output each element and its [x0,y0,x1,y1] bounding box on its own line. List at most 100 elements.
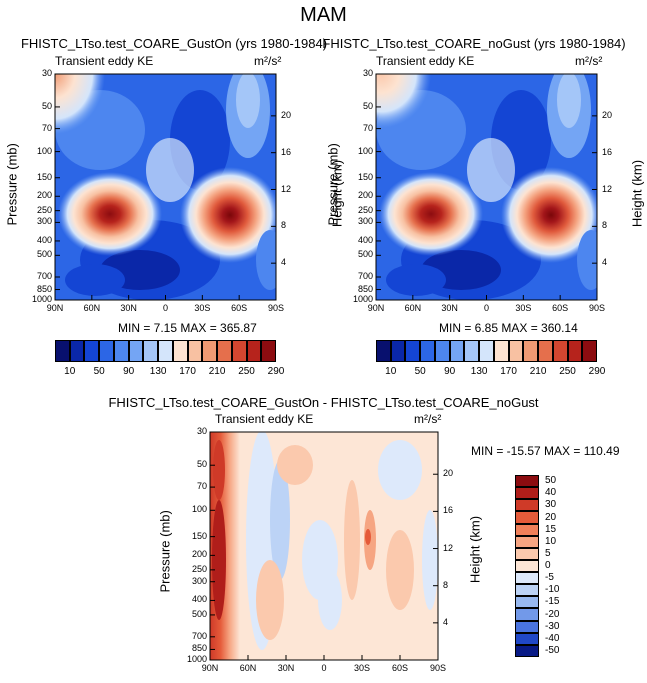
colorbar-label: -20 [545,608,560,620]
colorbar-swatch [390,340,406,362]
colorbar-label: -50 [545,645,560,656]
xtick-label: 60N [404,303,422,313]
colorbar-swatch [449,340,465,362]
xtick-label: 90S [267,303,285,313]
colorbar-swatch [55,340,70,362]
colorbar-label: 210 [529,366,547,377]
colorbar-swatch [434,340,450,362]
y2tick-label: 16 [602,146,613,157]
figure-title: MAM [300,4,347,26]
colorbar-swatch [538,340,553,362]
colorbar-swatch [515,596,539,609]
xtick-label: 60N [83,303,101,313]
ytick-label: 850 [191,643,207,654]
xtick-label: 30N [277,663,295,673]
colorbar-label: 90 [444,366,456,377]
xtick-label: 60N [239,663,257,673]
colorbar-label: 10 [64,366,76,377]
y2tick-label: 8 [602,220,608,231]
ytick-label: 700 [357,271,373,281]
y2tick-label: 20 [281,109,292,120]
y2tick-label: 4 [602,257,608,268]
colorbar-swatch [479,340,494,362]
colorbar-swatch [515,547,539,560]
panel3-y2label: Height (km) [467,515,483,584]
ytick-label: 300 [36,216,52,227]
y2tick-label: 20 [443,468,454,479]
ytick-label: 700 [191,630,207,641]
colorbar-swatch [84,340,100,362]
colorbar-label: 0 [545,560,551,572]
panel3-ylabel: Pressure (mb) [157,510,173,593]
y2tick-label: 16 [443,505,454,516]
ytick-label: 1000 [352,294,373,304]
xtick-label: 90S [588,303,606,313]
ytick-label: 500 [36,249,52,260]
ytick-label: 150 [191,530,207,541]
ytick-label: 300 [191,575,207,586]
xtick-label: 30S [194,303,211,313]
panel3-units: m²/s² [414,412,442,426]
ytick-label: 200 [357,190,373,201]
colorbar-label: 50 [414,366,426,377]
panel1-left-string: Transient eddy KE [55,54,154,68]
colorbar-swatch [493,340,509,362]
ytick-label: 70 [362,122,373,133]
y2tick-label: 16 [281,146,292,157]
colorbar-label: 210 [208,366,226,377]
colorbar-swatch [552,340,568,362]
colorbar-label: 50 [93,366,105,377]
colorbar-swatch [69,340,85,362]
colorbar-label: 290 [588,366,606,377]
xtick-label: 30S [353,663,371,673]
colorbar-swatch [523,340,539,362]
colorbar-swatch [567,340,583,362]
colorbar-swatch [515,475,539,488]
colorbar-label: 250 [238,366,255,377]
ytick-label: 500 [357,249,373,260]
y2tick-label: 4 [443,616,449,627]
panel3-stats: MIN = -15.57 MAX = 110.49 [471,444,620,458]
panel3-title: FHISTC_LTso.test_COARE_GustOn - FHISTC_L… [108,395,539,410]
y2tick-label: 12 [281,183,292,194]
colorbar-swatch [217,340,232,362]
colorbar-swatch [515,572,539,585]
xtick-label: 30N [120,303,137,313]
xtick-label: 90N [201,663,219,673]
xtick-label: 0 [162,303,169,313]
colorbar-swatch [405,340,421,362]
ytick-label: 70 [196,481,207,492]
colorbar-label: -40 [545,632,560,644]
ytick-label: 250 [357,204,373,215]
ytick-label: 1000 [31,294,52,304]
colorbar-swatch [261,340,276,362]
panel2-title: FHISTC_LTso.test_COARE_noGust (yrs 1980-… [322,36,626,51]
ytick-label: 850 [36,283,52,294]
colorbar-label: 10 [385,366,397,377]
ytick-label: 100 [36,145,52,156]
colorbar-swatch [187,340,203,362]
colorbar-label: 30 [545,499,557,511]
colorbar-swatch [582,340,597,362]
xtick-label: 90S [429,663,447,673]
ytick-label: 400 [36,234,52,245]
ytick-label: 250 [191,563,207,574]
ytick-label: 100 [191,504,207,515]
ytick-label: 30 [41,68,52,78]
colorbar-swatch [515,487,539,500]
colorbar-label: 290 [267,366,285,377]
ytick-label: 200 [191,549,207,560]
colorbar-label: 40 [545,487,557,499]
y2tick-label: 12 [443,542,454,553]
colorbar-label: -15 [545,596,560,608]
y2tick-label: 12 [602,183,613,194]
xtick-label: 60S [231,303,248,313]
colorbar-swatch [515,584,539,597]
ytick-label: 1000 [186,654,207,664]
colorbar-label: 130 [149,366,167,377]
ytick-label: 500 [191,608,207,619]
colorbar-swatch [515,632,539,645]
xtick-label: 30N [441,303,458,313]
